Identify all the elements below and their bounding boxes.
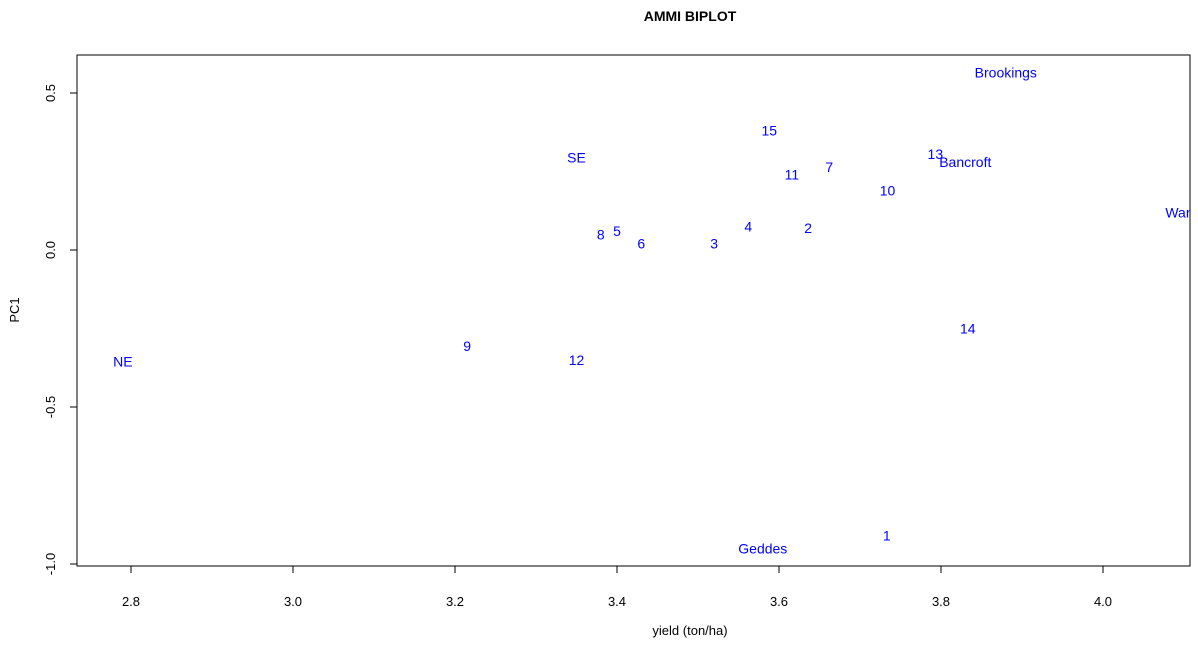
genotype-label-14: 14 [960, 321, 976, 337]
y-tick-label: 0.0 [43, 241, 58, 259]
genotype-label-11: 11 [785, 167, 800, 183]
genotype-label-1: 1 [883, 528, 891, 544]
y-tick-label: -0.5 [43, 396, 58, 418]
genotype-label-13: 13 [928, 146, 944, 162]
x-tick-label: 3.4 [608, 594, 626, 609]
genotype-label-15: 15 [761, 123, 777, 139]
genotype-label-9: 9 [463, 338, 471, 354]
x-tick-label: 3.6 [770, 594, 788, 609]
x-tick-label: 3.8 [932, 594, 950, 609]
environment-label-bancroft: Bancroft [939, 154, 991, 170]
x-tick-label: 3.2 [446, 594, 464, 609]
genotype-label-6: 6 [637, 236, 645, 252]
genotype-label-7: 7 [825, 159, 833, 175]
point-labels: 123456789101112131415BrookingsBancroftWa… [113, 65, 1198, 557]
x-tick-label: 3.0 [284, 594, 302, 609]
genotype-label-2: 2 [804, 220, 812, 236]
y-axis-label: PC1 [7, 297, 22, 322]
y-axis: -1.0 -0.5 0.0 0.5 [43, 84, 78, 575]
environment-label-geddes: Geddes [738, 540, 787, 556]
genotype-label-3: 3 [710, 236, 718, 252]
genotype-label-4: 4 [744, 218, 752, 234]
x-tick-label: 4.0 [1094, 594, 1112, 609]
environment-label-se: SE [567, 149, 586, 165]
x-tick-label: 2.8 [122, 594, 140, 609]
y-tick-label: 0.5 [43, 84, 58, 102]
x-axis-label: yield (ton/ha) [652, 623, 727, 638]
y-tick-label: -1.0 [43, 553, 58, 575]
genotype-label-5: 5 [613, 223, 621, 239]
genotype-label-10: 10 [880, 182, 896, 198]
environment-label-ne: NE [113, 353, 132, 369]
environment-label-warner: Warner [1165, 204, 1198, 220]
x-axis: 2.8 3.0 3.2 3.4 3.6 3.8 4.0 [122, 565, 1112, 609]
chart-title: AMMI BIPLOT [644, 8, 737, 24]
genotype-label-8: 8 [597, 226, 605, 242]
environment-label-brookings: Brookings [975, 65, 1037, 81]
plot-frame [76, 54, 1191, 567]
genotype-label-12: 12 [569, 352, 585, 368]
